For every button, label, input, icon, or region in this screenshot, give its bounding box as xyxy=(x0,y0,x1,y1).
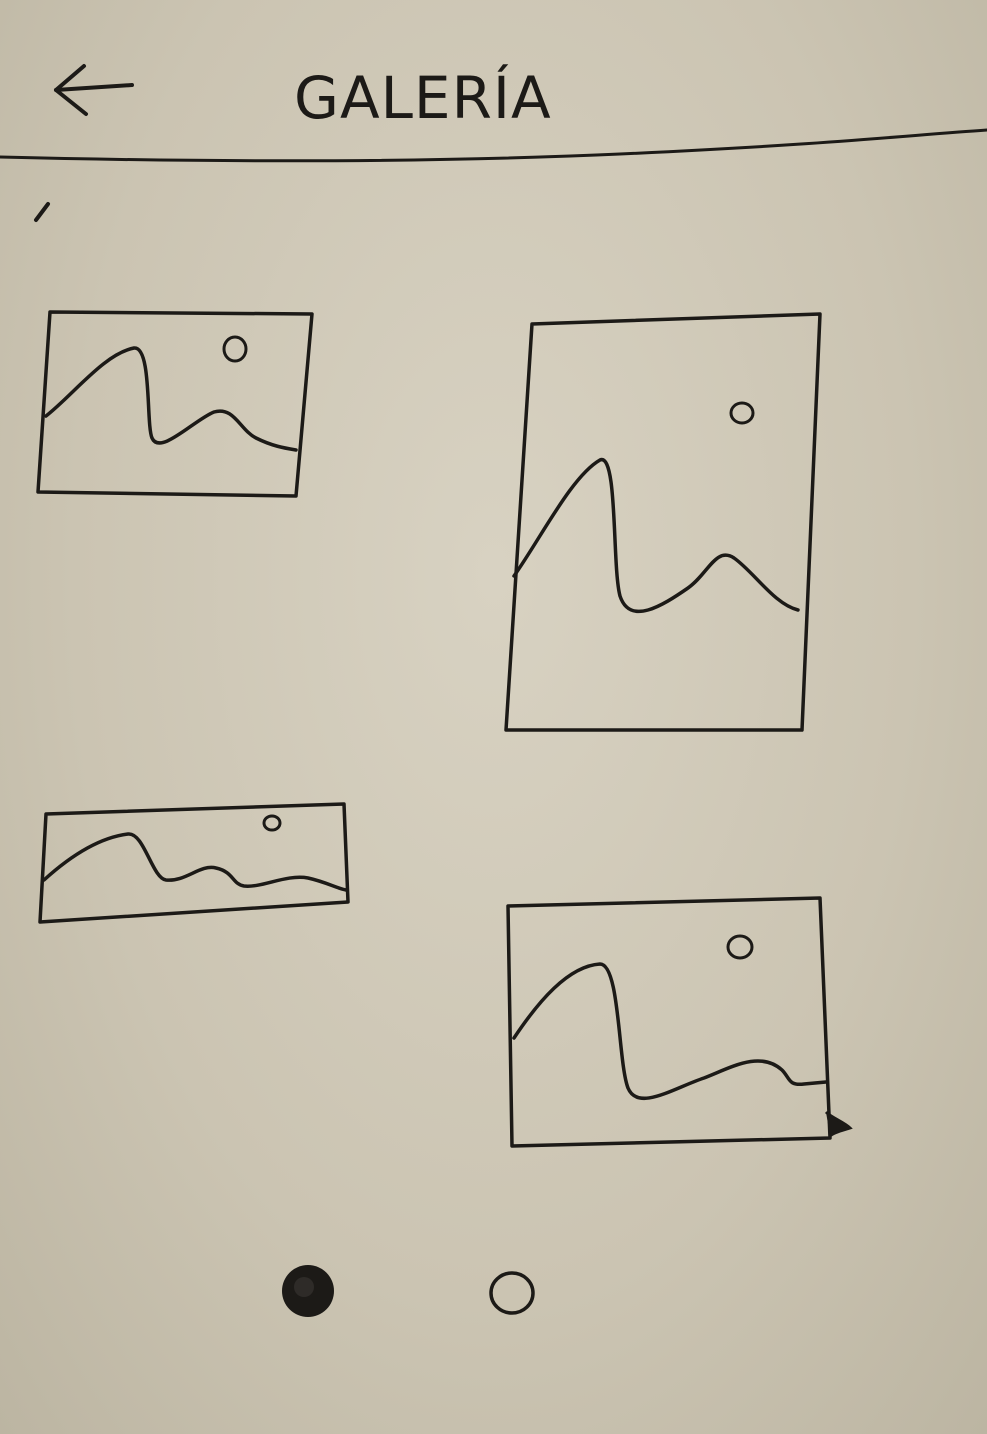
stray-pen-mark xyxy=(34,202,50,222)
gallery-image-3[interactable] xyxy=(36,798,354,930)
filled-circle-icon xyxy=(282,1265,334,1317)
image-placeholder-icon xyxy=(504,312,822,732)
page-title: GALERÍA xyxy=(294,64,552,132)
gallery-image-4[interactable] xyxy=(504,892,860,1154)
page-dot-active[interactable] xyxy=(276,1260,340,1324)
arrow-left-icon xyxy=(54,64,134,116)
page-indicator xyxy=(276,1260,546,1324)
image-placeholder-icon xyxy=(38,802,350,924)
image-placeholder-icon xyxy=(36,310,314,498)
gallery-image-2[interactable] xyxy=(502,306,826,738)
empty-circle-icon xyxy=(489,1271,535,1315)
image-placeholder-icon xyxy=(506,896,853,1148)
back-button[interactable] xyxy=(44,52,144,128)
gallery-image-1[interactable] xyxy=(34,304,319,502)
page-dot-inactive[interactable] xyxy=(480,1260,544,1324)
